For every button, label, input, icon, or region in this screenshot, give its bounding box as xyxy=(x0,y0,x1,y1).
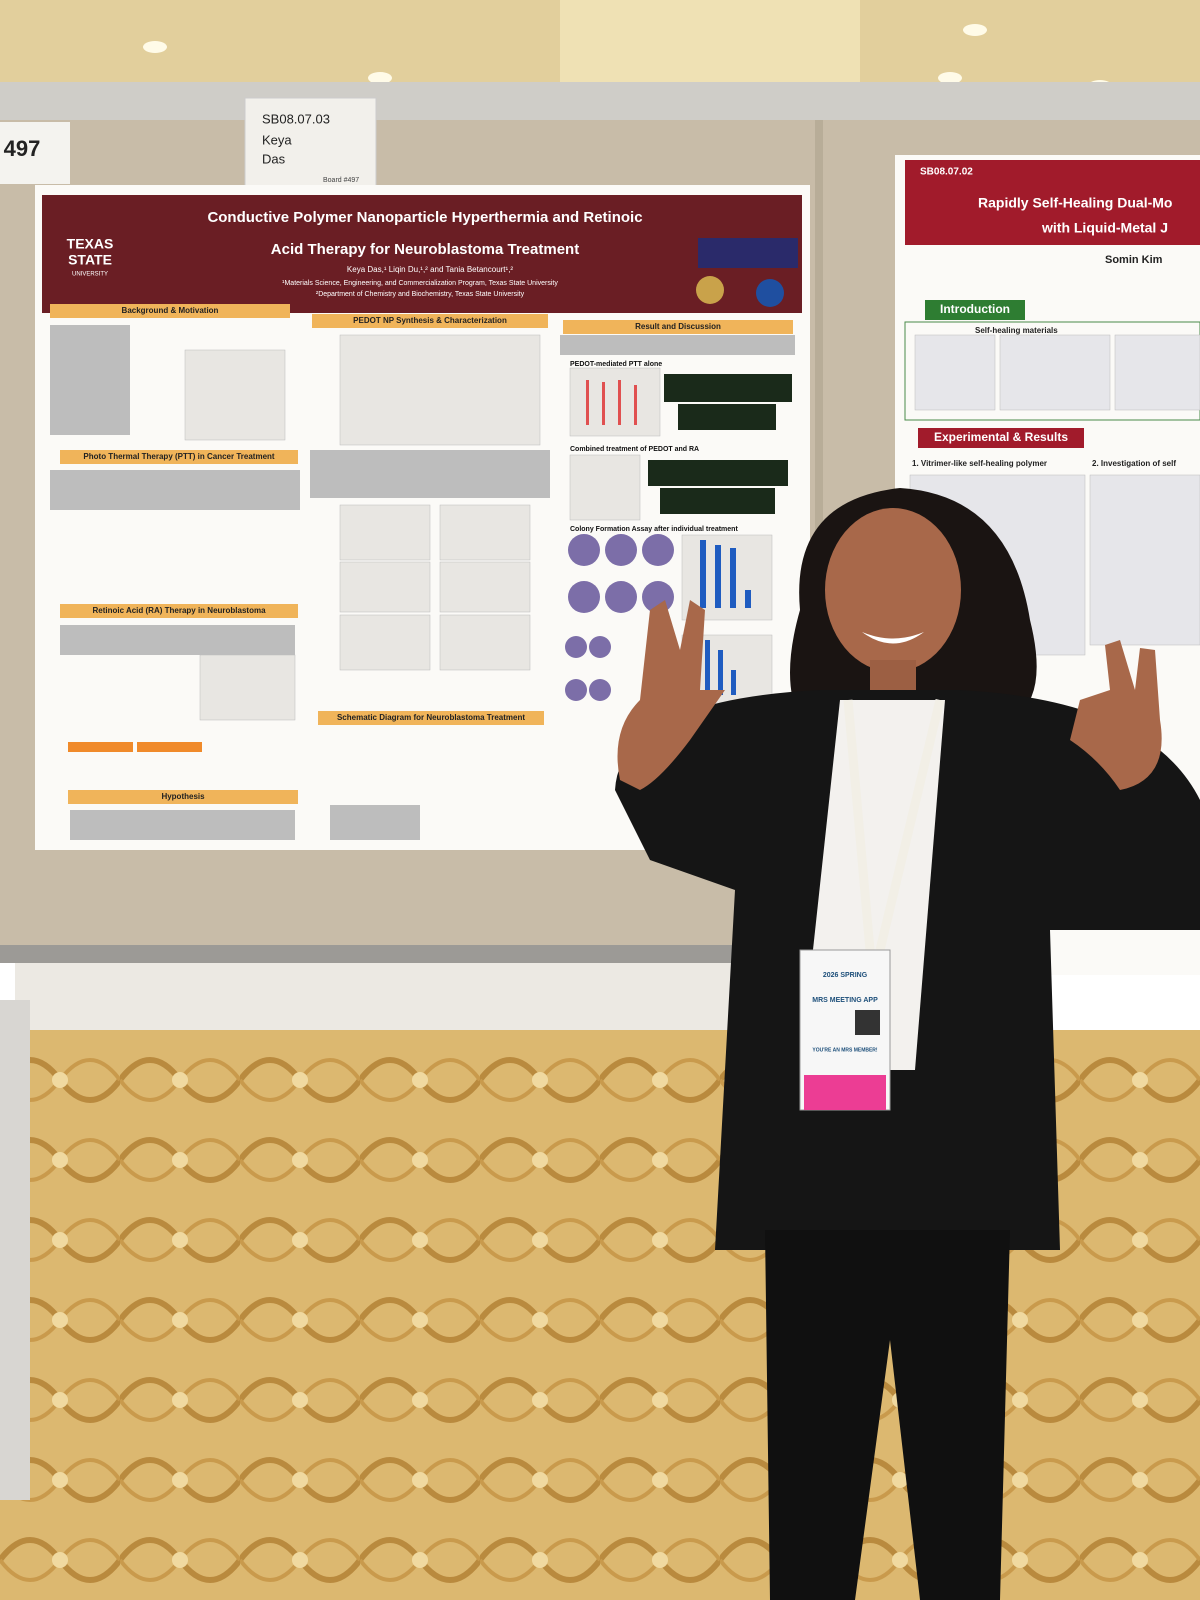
section-title: Photo Thermal Therapy (PTT) in Cancer Tr… xyxy=(83,452,274,461)
session-code: SB08.07.03 xyxy=(262,111,330,126)
right-hand xyxy=(1070,640,1162,790)
badge-qr xyxy=(855,1010,880,1035)
subsection-title: PEDOT-mediated PTT alone xyxy=(570,361,662,368)
logo-line: STATE xyxy=(68,252,112,268)
logo-line: UNIVERSITY xyxy=(72,272,108,278)
section-bar xyxy=(60,604,298,618)
section-bar xyxy=(925,300,1025,320)
right-poster-header xyxy=(905,160,1200,245)
poster-title: Conductive Polymer Nanoparticle Hyperthe… xyxy=(207,209,642,226)
poster-figures xyxy=(50,325,795,840)
board-rail xyxy=(0,82,1200,122)
section-bar xyxy=(563,320,793,334)
board-number: 497 xyxy=(4,136,41,161)
badge-event: 2026 SPRING xyxy=(823,972,868,979)
section-title: Retinoic Acid (RA) Therapy in Neuroblast… xyxy=(92,606,266,615)
poster-affiliation: ¹Materials Science, Engineering, and Com… xyxy=(282,280,558,287)
header-logos xyxy=(696,238,798,307)
section-bar xyxy=(60,450,298,464)
face xyxy=(825,508,961,672)
section-title: Result and Discussion xyxy=(635,322,721,331)
section-bar xyxy=(318,711,544,725)
section-bar xyxy=(312,314,548,328)
right-session-code: SB08.07.02 xyxy=(920,167,973,178)
poster-title: Acid Therapy for Neuroblastoma Treatment xyxy=(271,241,579,258)
subsection-title: 1. Vitrimer-like self-healing polymer xyxy=(912,459,1047,468)
section-title: Schematic Diagram for Neuroblastoma Trea… xyxy=(337,713,525,722)
section-title: Background & Motivation xyxy=(122,306,219,315)
section-title: Introduction xyxy=(940,302,1010,316)
poster-authors: Keya Das,¹ Liqin Du,¹,² and Tania Betanc… xyxy=(347,265,513,274)
person xyxy=(615,488,1200,1600)
presenter-first: Keya xyxy=(262,132,292,147)
right-poster-title: with Liquid-Metal J xyxy=(1041,220,1168,236)
right-poster-title: Rapidly Self-Healing Dual-Mo xyxy=(978,195,1172,211)
section-bar xyxy=(918,428,1084,448)
board-leg xyxy=(0,1000,30,1500)
subsection-title: Combined treatment of PEDOT and RA xyxy=(570,446,699,453)
badge-ribbon xyxy=(804,1075,886,1110)
section-box xyxy=(904,321,1200,421)
board-number-card xyxy=(0,122,70,184)
logo-line: TEXAS xyxy=(67,236,114,252)
poster-affiliation: ²Department of Chemistry and Biochemistr… xyxy=(316,291,525,298)
lower-poster xyxy=(15,963,740,1033)
left-hand xyxy=(617,600,725,790)
section-title: Hypothesis xyxy=(161,792,205,801)
subsection-title: Self-healing materials xyxy=(975,326,1058,335)
smile xyxy=(862,632,924,644)
presenter-last: Das xyxy=(262,151,286,166)
board-label: Board #497 xyxy=(323,177,359,184)
poster-header xyxy=(42,195,802,313)
badge-member: YOU'RE AN MRS MEMBER! xyxy=(812,1047,878,1053)
section-bar xyxy=(50,304,290,318)
subsection-title: 2. Investigation of self xyxy=(1092,459,1176,468)
pants xyxy=(765,1230,1010,1600)
badge-app: MRS MEETING APP xyxy=(812,997,878,1004)
right-poster-author: Somin Kim xyxy=(1105,254,1163,266)
board-bottom-rail xyxy=(0,945,740,963)
subsection-title: Colony Formation Assay after individual … xyxy=(570,526,738,533)
section-bar xyxy=(68,790,298,804)
section-title: Experimental & Results xyxy=(934,430,1068,444)
lanyard xyxy=(843,698,945,952)
section-title: PEDOT NP Synthesis & Characterization xyxy=(353,316,507,325)
